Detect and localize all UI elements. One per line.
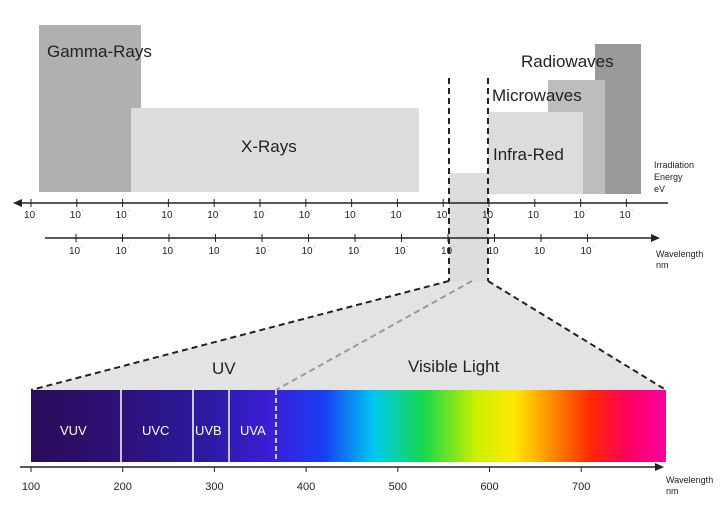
- wavelength-tick-label: 10: [116, 246, 128, 257]
- energy-tick-exponent: ·: [128, 208, 130, 214]
- wavelength-tick-label: 10: [534, 246, 546, 257]
- energy-tick-exponent: ·: [540, 208, 542, 214]
- energy-tick-exponent: ·: [173, 208, 175, 214]
- energy-tick-label: 10: [116, 210, 128, 221]
- energy-tick-exponent: ·: [357, 208, 359, 214]
- energy-tick-label: 10: [161, 210, 173, 221]
- wavelength-tick-exponent: ·: [128, 244, 130, 250]
- detail-tick-label: 400: [297, 481, 315, 493]
- energy-tick-label: 10: [70, 210, 82, 221]
- uv-label: UV: [212, 359, 236, 378]
- zoom-right-dashed: [487, 280, 667, 391]
- detail-caption-line2: nm: [666, 486, 679, 496]
- wavelength-tick-label: 10: [441, 246, 453, 257]
- wavelength-tick-label: 10: [302, 246, 314, 257]
- vuv-label: VUV: [60, 423, 87, 438]
- visible-uv-band-column: [449, 173, 488, 281]
- energy-tick-exponent: ·: [82, 208, 84, 214]
- x-rays-band: [131, 108, 419, 192]
- wavelength-tick-exponent: ·: [174, 244, 176, 250]
- wavelength-tick-exponent: ·: [593, 244, 595, 250]
- detail-tick-label: 100: [22, 481, 40, 493]
- energy-tick-label: 10: [436, 210, 448, 221]
- zoom-left-dashed: [30, 280, 450, 391]
- energy-tick-label: 10: [299, 210, 311, 221]
- zoom-uv-boundary-dashed: [275, 280, 473, 391]
- energy-tick-label: 10: [345, 210, 357, 221]
- energy-tick-label: 10: [390, 210, 402, 221]
- wavelength-tick-label: 10: [209, 246, 221, 257]
- gamma-rays-label: Gamma-Rays: [47, 42, 152, 61]
- energy-tick-label: 10: [207, 210, 219, 221]
- energy-axis-ticks: 10·10·10·10·10·10·10·10·10·10·10·10·10·1…: [24, 199, 633, 221]
- wavelength-tick-exponent: ·: [267, 244, 269, 250]
- spectrum-bar: [31, 390, 666, 462]
- energy-tick-label: 10: [253, 210, 265, 221]
- wavelength-tick-exponent: ·: [500, 244, 502, 250]
- energy-tick-exponent: ·: [494, 208, 496, 214]
- microwaves-label: Microwaves: [492, 86, 582, 105]
- wavelength-tick-exponent: ·: [453, 244, 455, 250]
- wavelength-axis-arrow: [651, 234, 660, 242]
- wavelength-axis-ticks: 10 · 10 · 10 · 10 · 10 · 10 · 10 · 10 · 10 · 10 · 10 · 10 ·: [69, 234, 595, 257]
- x-rays-label: X-Rays: [241, 137, 297, 156]
- wavelength-tick-exponent: ·: [81, 244, 83, 250]
- detail-tick-label: 500: [389, 481, 407, 493]
- wavelength-tick-exponent: ·: [360, 244, 362, 250]
- detail-tick-label: 700: [572, 481, 590, 493]
- uva-label: UVA: [240, 423, 266, 438]
- energy-tick-exponent: ·: [265, 208, 267, 214]
- uvc-label: UVC: [142, 423, 169, 438]
- energy-tick-label: 10: [24, 210, 36, 221]
- wavelength-tick-exponent: ·: [546, 244, 548, 250]
- energy-tick-exponent: ·: [36, 208, 38, 214]
- infra-red-label: Infra-Red: [493, 145, 564, 164]
- wavelength-caption-line2: nm: [656, 260, 669, 270]
- energy-tick-label: 10: [482, 210, 494, 221]
- wavelength-tick-label: 10: [488, 246, 500, 257]
- energy-tick-label: 10: [574, 210, 586, 221]
- energy-caption-line3: eV: [654, 184, 665, 194]
- detail-caption-line1: Wavelength: [666, 475, 713, 485]
- energy-tick-exponent: ·: [631, 208, 633, 214]
- detail-tick-label: 300: [205, 481, 223, 493]
- detail-tick-label: 200: [114, 481, 132, 493]
- energy-tick-exponent: ·: [586, 208, 588, 214]
- wavelength-tick-exponent: ·: [221, 244, 223, 250]
- wavelength-tick-exponent: ·: [407, 244, 409, 250]
- energy-caption-line2: Energy: [654, 172, 683, 182]
- wavelength-tick-label: 10: [581, 246, 593, 257]
- detail-tick-label: 600: [480, 481, 498, 493]
- wavelength-tick-label: 10: [255, 246, 267, 257]
- energy-axis-arrow: [13, 199, 22, 207]
- zoom-trapezoid: [31, 281, 666, 390]
- wavelength-tick-label: 10: [69, 246, 81, 257]
- visible-light-label: Visible Light: [408, 357, 500, 376]
- wavelength-tick-exponent: ·: [314, 244, 316, 250]
- infra-red-band: [488, 112, 583, 194]
- energy-tick-label: 10: [528, 210, 540, 221]
- energy-tick-label: 10: [619, 210, 631, 221]
- detail-axis-ticks: 100 200 300 400 500 600 700: [22, 467, 590, 493]
- radiowaves-label: Radiowaves: [521, 52, 614, 71]
- uvb-label: UVB: [195, 423, 222, 438]
- wavelength-tick-label: 10: [395, 246, 407, 257]
- wavelength-tick-label: 10: [162, 246, 174, 257]
- gamma-rays-band: [39, 25, 141, 192]
- energy-tick-exponent: ·: [219, 208, 221, 214]
- wavelength-tick-label: 10: [348, 246, 360, 257]
- wavelength-caption-line1: Wavelength: [656, 249, 703, 259]
- energy-tick-exponent: ·: [311, 208, 313, 214]
- energy-caption-line1: Irradiation: [654, 160, 694, 170]
- detail-axis-arrow: [655, 463, 664, 471]
- energy-tick-exponent: ·: [402, 208, 404, 214]
